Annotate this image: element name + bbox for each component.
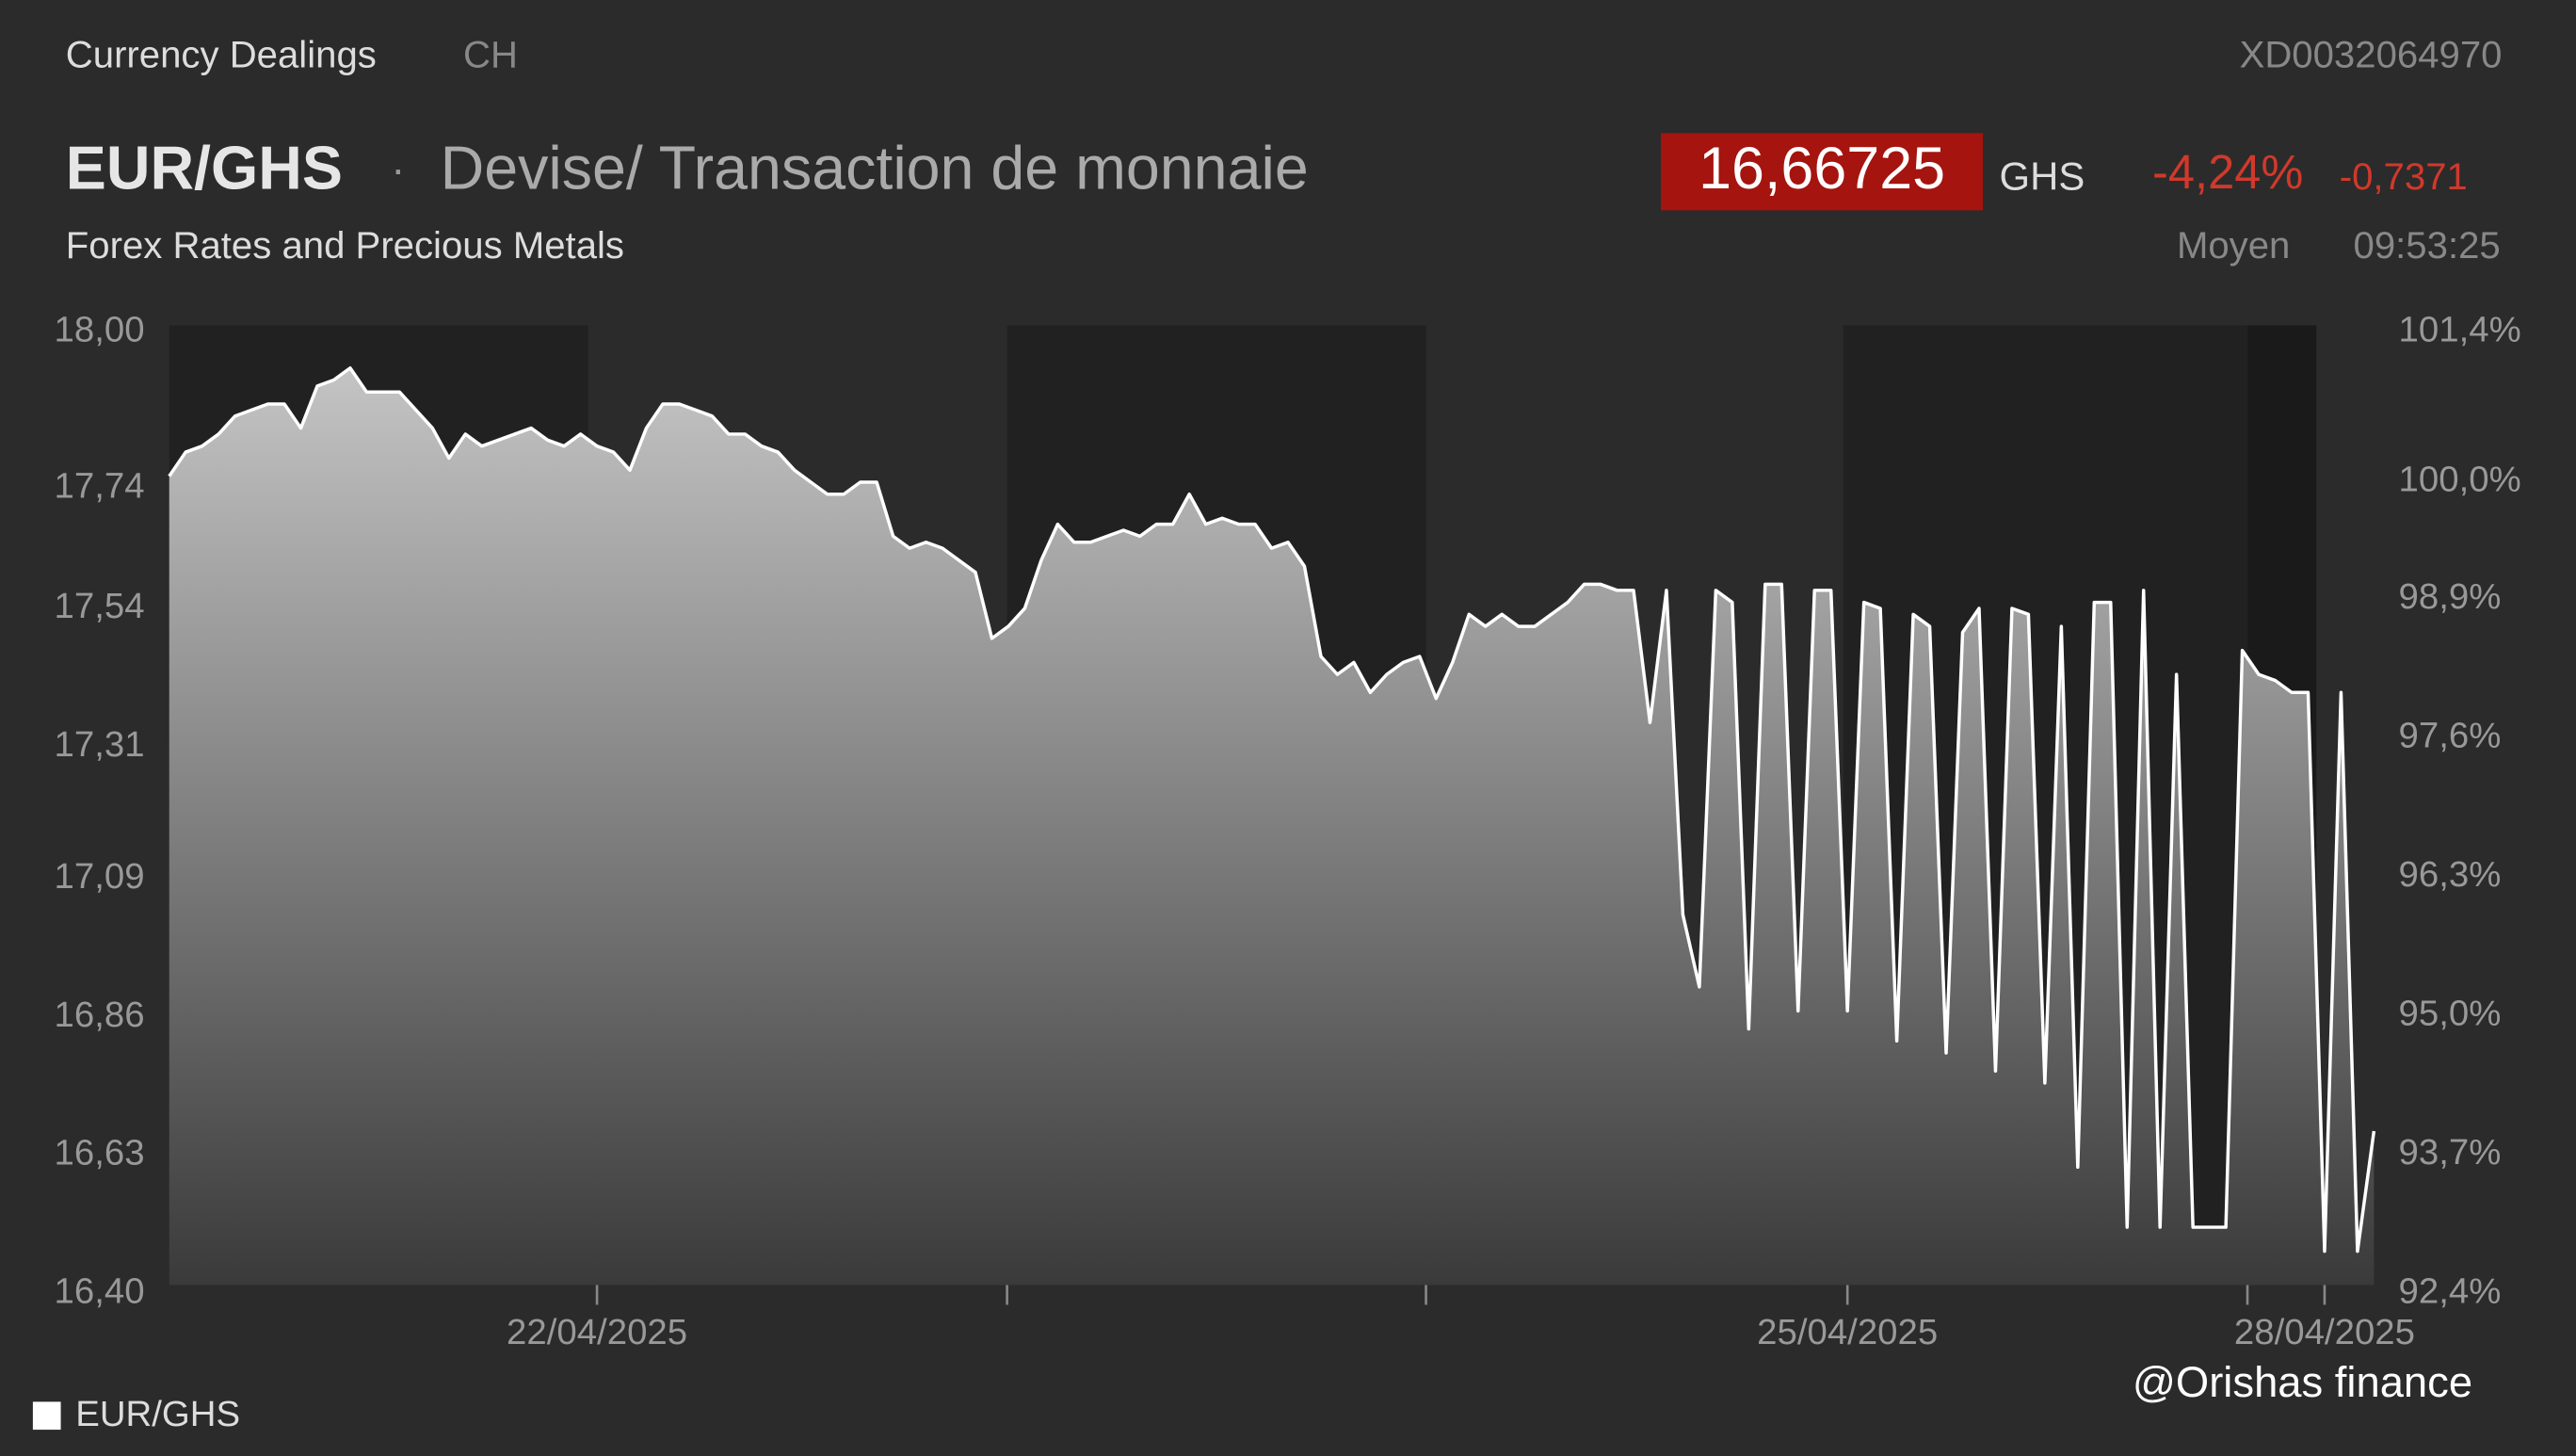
code: XD0032064970 (2240, 34, 2503, 76)
pair: EUR/GHS (66, 134, 343, 202)
y2-tick-label: 101,4% (2399, 310, 2521, 350)
plot (168, 366, 2376, 1286)
area-fill (169, 367, 2375, 1286)
price-type: Moyen (2177, 224, 2290, 267)
change-pct: -4,24% (2152, 145, 2303, 199)
y-tick-label: 17,09 (55, 856, 145, 897)
legend-swatch (32, 1401, 61, 1431)
y-tick-label: 17,31 (55, 724, 145, 765)
annotation: @Orishas finance (2133, 1358, 2472, 1406)
subtitle: Forex Rates and Precious Metals (66, 224, 624, 267)
country: CH (463, 34, 518, 76)
x-tick-label: 25/04/2025 (1757, 1312, 1938, 1352)
y-tick-label: 16,63 (55, 1133, 145, 1173)
price: 16,66725 (1699, 136, 1945, 202)
change-abs: -0,7371 (2340, 155, 2468, 198)
y2-tick-label: 92,4% (2399, 1270, 2502, 1311)
time: 09:53:25 (2354, 224, 2501, 267)
y-tick-label: 16,86 (55, 995, 145, 1035)
separator: · (391, 145, 405, 193)
x-tick-label: 28/04/2025 (2234, 1312, 2415, 1352)
y-tick-label: 17,54 (55, 586, 145, 626)
y2-tick-label: 96,3% (2399, 854, 2502, 895)
section: Currency Dealings (66, 34, 377, 76)
description: Devise/ Transaction de monnaie (441, 134, 1309, 202)
currency: GHS (2000, 154, 2085, 198)
y-tick-label: 18,00 (55, 310, 145, 350)
x-tick-label: 22/04/2025 (507, 1312, 687, 1352)
line (168, 366, 2376, 1254)
y2-tick-label: 93,7% (2399, 1132, 2502, 1173)
y2-tick-label: 97,6% (2399, 716, 2502, 756)
y-tick-label: 17,74 (55, 465, 145, 506)
legend-label: EUR/GHS (75, 1394, 240, 1434)
price-box (1661, 133, 1984, 211)
y2-tick-label: 95,0% (2399, 993, 2502, 1033)
y2-tick-label: 100,0% (2399, 459, 2521, 499)
y2-tick-label: 98,9% (2399, 576, 2502, 617)
y-tick-label: 16,40 (55, 1270, 145, 1311)
